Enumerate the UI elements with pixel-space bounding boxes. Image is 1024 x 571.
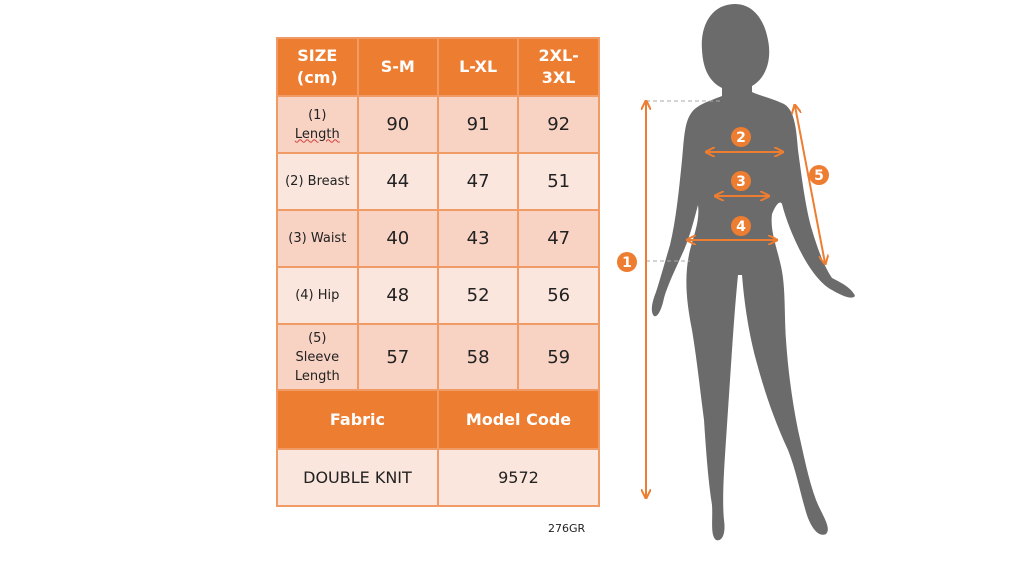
cell: 57 [356, 323, 439, 391]
table-row-sleeve-length: (5) Sleeve Length 57 58 59 [276, 323, 600, 391]
table-row-hip: (4) Hip 48 52 56 [276, 266, 600, 325]
cell: 47 [517, 209, 600, 268]
header-text: SIZE [297, 46, 338, 65]
cell: 91 [436, 95, 520, 154]
woman-silhouette [651, 4, 855, 541]
marker-2: 2 [731, 127, 751, 147]
sleeve-arrow [795, 106, 825, 263]
row-label: (1) Length [276, 95, 359, 154]
cell: 90 [356, 95, 439, 154]
cell: 92 [517, 95, 600, 154]
cell: 59 [517, 323, 600, 391]
svg-text:4: 4 [736, 219, 746, 235]
fabric-value: DOUBLE KNIT [276, 448, 439, 507]
row-label: (5) Sleeve Length [276, 323, 359, 391]
header-text: 2XL-3XL [538, 46, 579, 87]
size-chart-table: SIZE (cm) S-M L-XL 2XL-3XL (1) Length 90 9… [276, 37, 601, 507]
cell: 43 [436, 209, 520, 268]
label-text: Sleeve [295, 349, 340, 365]
table-row-breast: (2) Breast 44 47 51 [276, 152, 600, 211]
label-text: (5) [308, 330, 327, 346]
fabric-label: Fabric [276, 389, 439, 450]
label-text: (1) [308, 107, 327, 123]
cell: 40 [356, 209, 439, 268]
cell: 47 [436, 152, 520, 211]
label-text: Length [294, 126, 340, 142]
svg-text:1: 1 [622, 255, 632, 271]
cell: 48 [356, 266, 439, 325]
header-s-m: S-M [356, 37, 439, 97]
svg-text:5: 5 [814, 168, 824, 184]
table-row-length: (1) Length 90 91 92 [276, 95, 600, 154]
marker-1: 1 [617, 252, 637, 272]
header-2xl-3xl: 2XL-3XL [517, 37, 600, 97]
fabric-value-row: DOUBLE KNIT 9572 [276, 448, 601, 507]
svg-text:3: 3 [736, 174, 746, 190]
model-code-label: Model Code [436, 389, 601, 450]
cell: 52 [436, 266, 520, 325]
fabric-header-row: Fabric Model Code [276, 389, 601, 450]
label-text: Length [294, 368, 340, 384]
row-label: (3) Waist [276, 209, 359, 268]
cell: 51 [517, 152, 600, 211]
header-l-xl: L-XL [436, 37, 520, 97]
marker-3: 3 [731, 171, 751, 191]
svg-text:2: 2 [736, 130, 746, 146]
marker-4: 4 [731, 216, 751, 236]
header-size: SIZE (cm) [276, 37, 359, 97]
table-row-waist: (3) Waist 40 43 47 [276, 209, 600, 268]
row-label: (2) Breast [276, 152, 359, 211]
cell: 58 [436, 323, 520, 391]
model-code-value: 9572 [436, 448, 601, 507]
table-header-row: SIZE (cm) S-M L-XL 2XL-3XL [276, 37, 600, 97]
cell: 56 [517, 266, 600, 325]
row-label: (4) Hip [276, 266, 359, 325]
cell: 44 [356, 152, 439, 211]
marker-5: 5 [809, 165, 829, 185]
product-code-note: 276GR [548, 522, 586, 535]
header-text: (cm) [296, 68, 338, 87]
